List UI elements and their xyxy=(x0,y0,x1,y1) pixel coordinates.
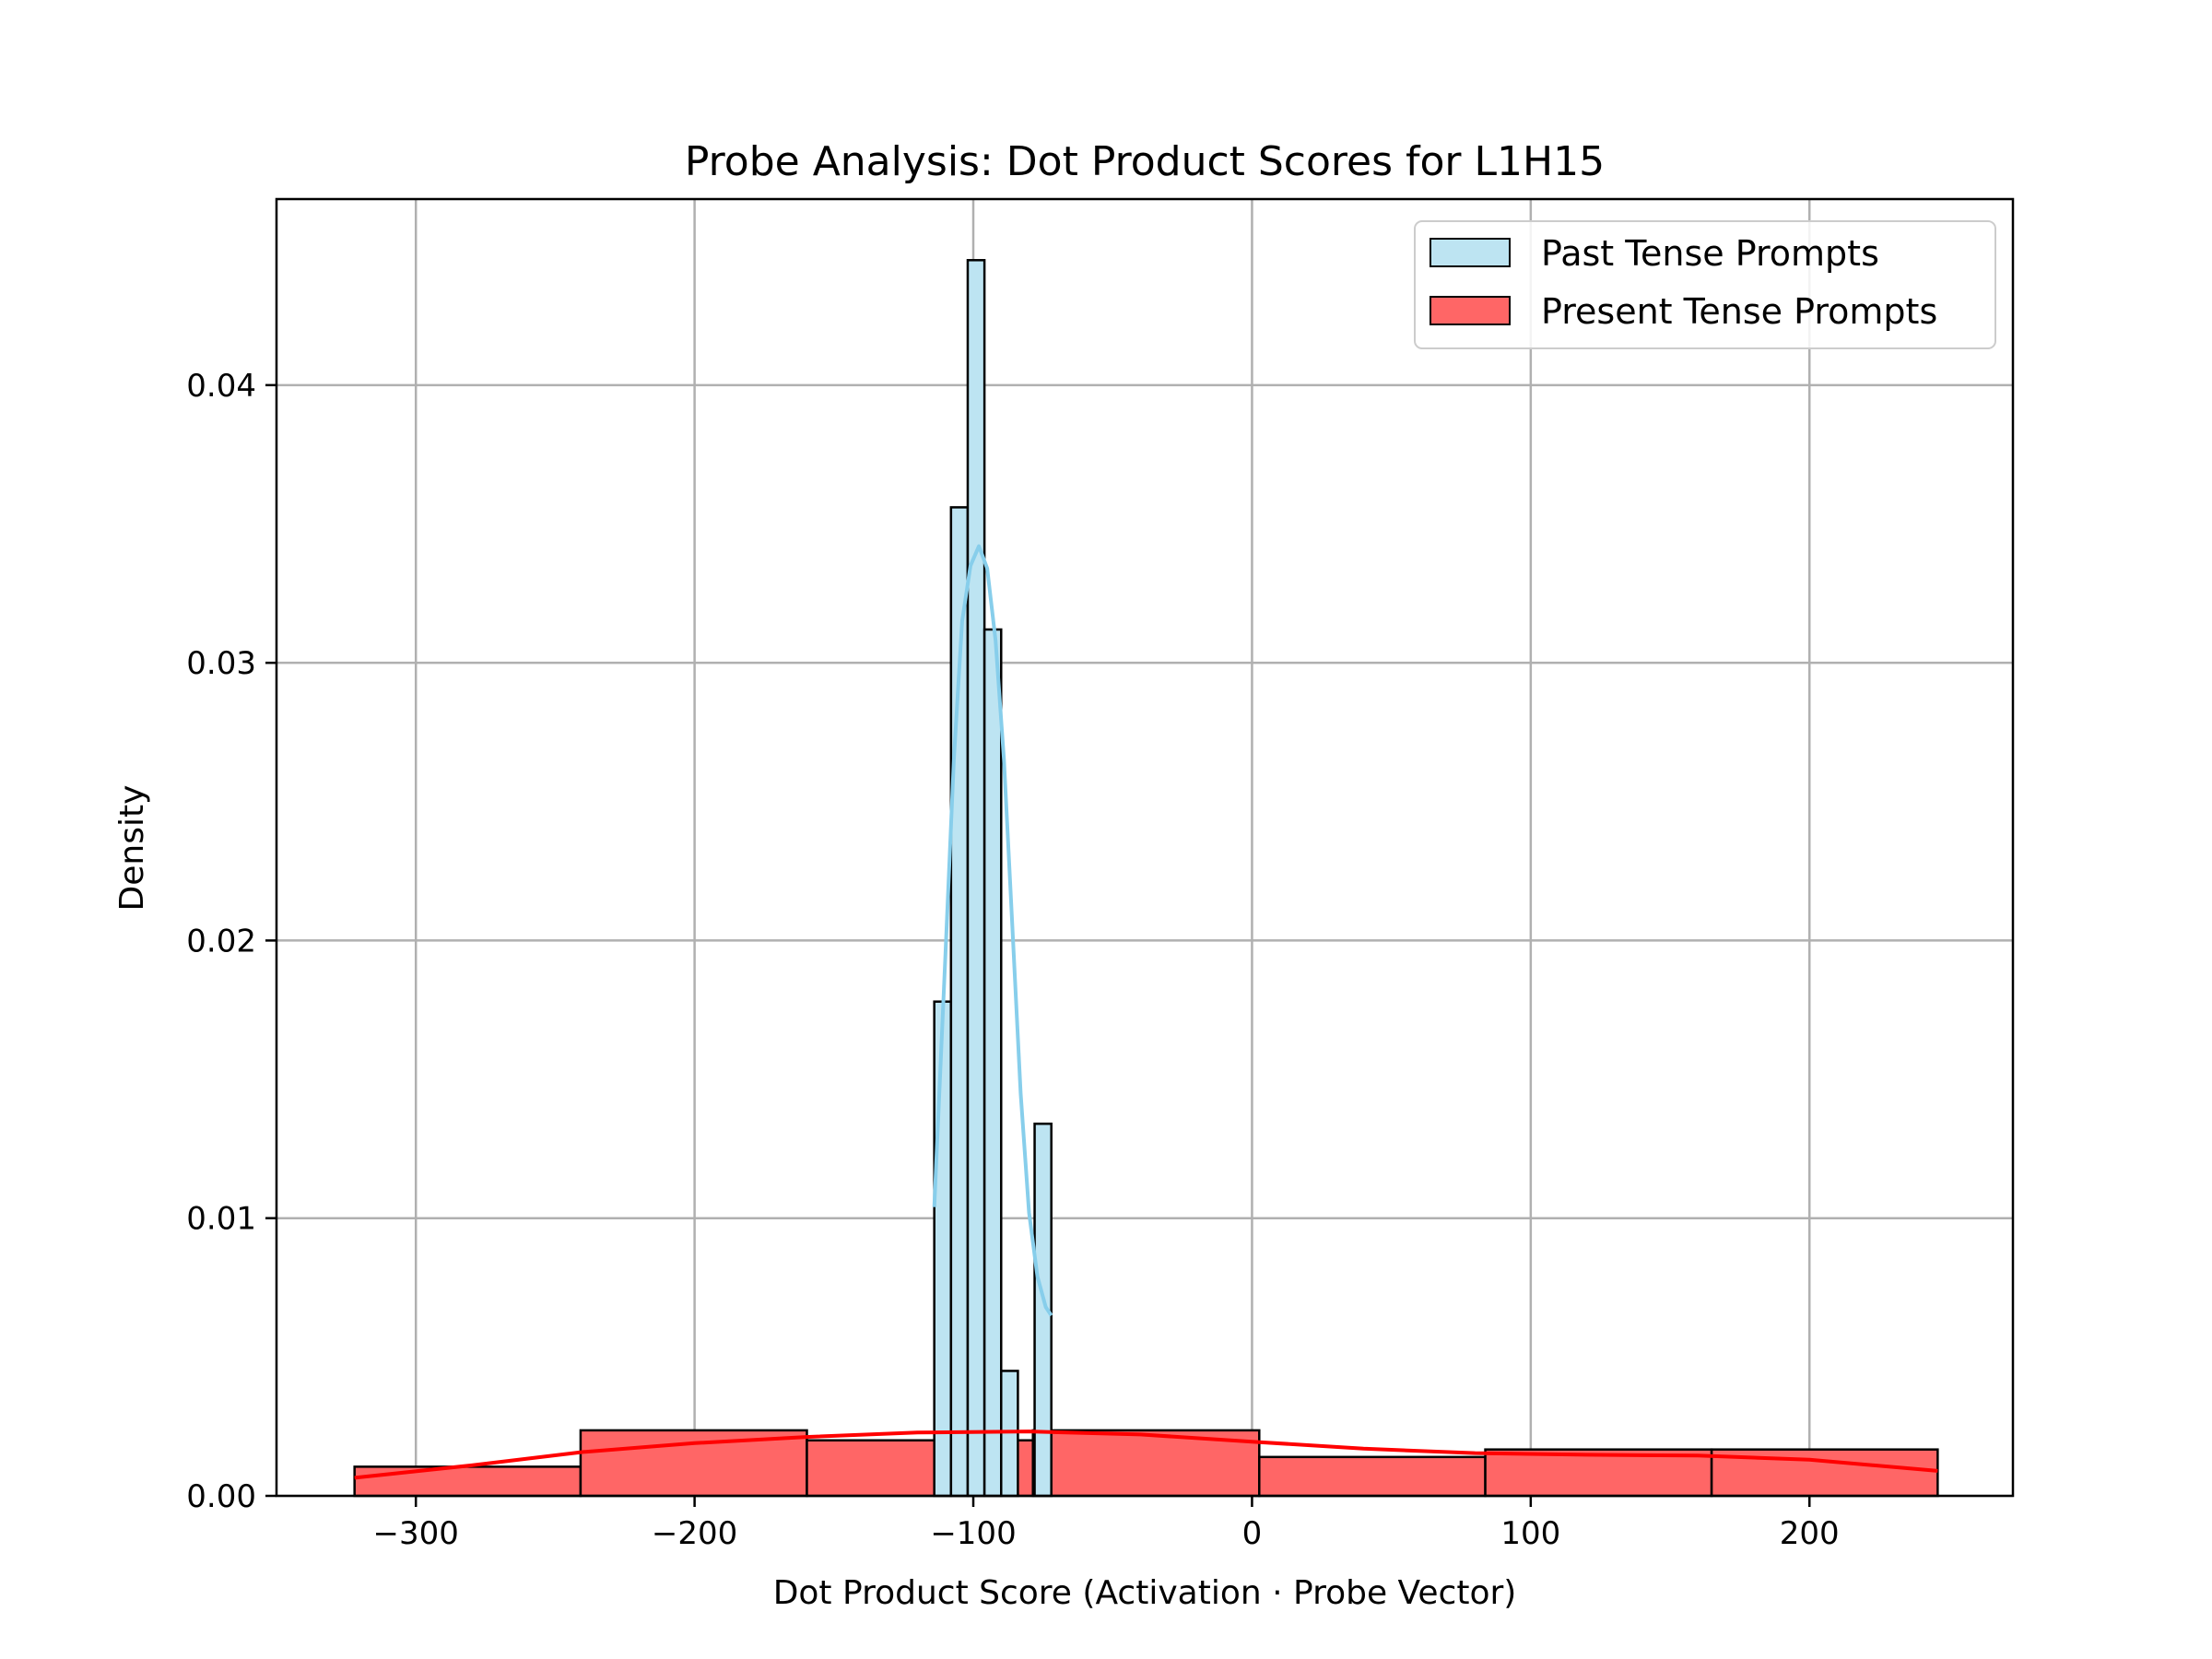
kde-curves xyxy=(354,544,1938,1480)
y-axis-label: Density xyxy=(113,785,151,912)
y-tick-label: 0.00 xyxy=(186,1478,256,1515)
y-tick-label: 0.04 xyxy=(186,368,256,405)
bar-past-tense-prompts xyxy=(982,628,1003,1498)
x-tick-label: −200 xyxy=(652,1515,737,1552)
legend-box xyxy=(1414,220,1996,349)
legend-label-past: Past Tense Prompts xyxy=(1541,233,1879,274)
x-tick-label: 200 xyxy=(1780,1515,1840,1552)
legend: Past Tense Prompts Present Tense Prompts xyxy=(1414,220,1996,349)
x-axis-label: Dot Product Score (Activation · Probe Ve… xyxy=(773,1574,1517,1612)
x-tick-label: 100 xyxy=(1500,1515,1560,1552)
kde-line-past-tense-prompts xyxy=(932,544,1053,1317)
x-tick-label: 0 xyxy=(1242,1515,1263,1552)
legend-swatch-present xyxy=(1430,296,1511,325)
x-axis-ticks: −300 −200 −100 0 100 200 xyxy=(373,1496,1840,1552)
bar-past-tense-prompts xyxy=(966,259,986,1498)
bar-past-tense-prompts xyxy=(933,1000,953,1498)
x-tick-label: −300 xyxy=(373,1515,459,1552)
y-tick-label: 0.03 xyxy=(186,645,256,682)
legend-label-present: Present Tense Prompts xyxy=(1541,291,1937,332)
x-tick-label: −100 xyxy=(930,1515,1016,1552)
bar-present-tense-prompts xyxy=(353,1465,582,1498)
plot-frame xyxy=(275,197,2015,1498)
y-tick-label: 0.01 xyxy=(186,1201,256,1238)
y-tick-label: 0.02 xyxy=(186,923,256,959)
chart-title: Probe Analysis: Dot Product Scores for L… xyxy=(685,138,1605,185)
y-axis-ticks: 0.00 0.01 0.02 0.03 0.04 xyxy=(186,368,276,1515)
legend-swatch-past xyxy=(1430,238,1511,267)
kde-line-present-tense-prompts xyxy=(354,1430,1938,1480)
bar-present-tense-prompts xyxy=(1258,1455,1487,1498)
